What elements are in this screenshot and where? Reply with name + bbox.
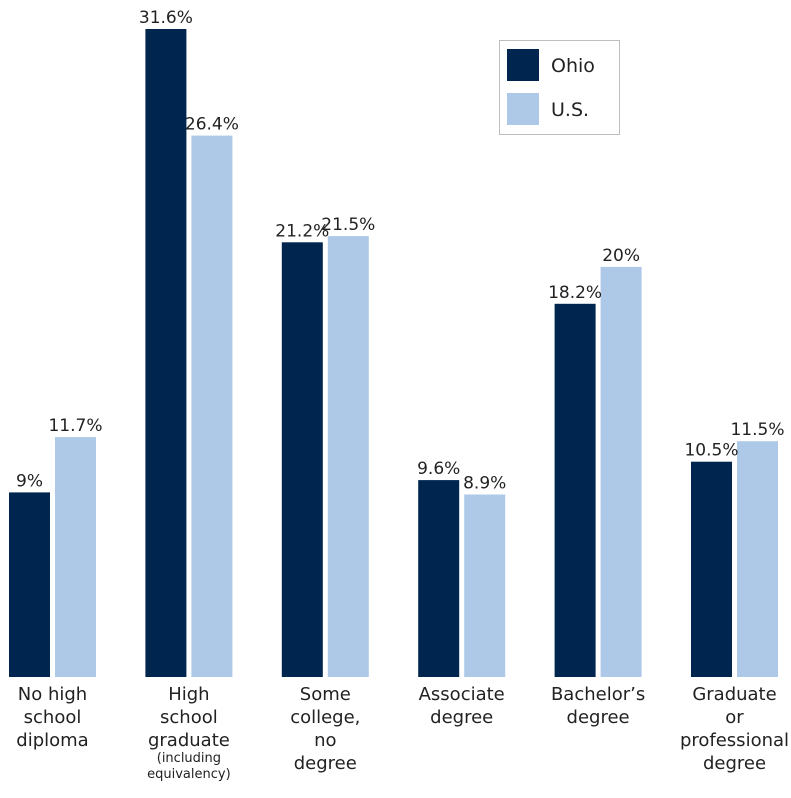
category-label-2-line-1: college, [290, 707, 360, 728]
legend: Ohio U.S. [499, 40, 620, 135]
category-label-5-line-2: professional [680, 730, 789, 751]
bar-ohio-0 [9, 492, 50, 677]
value-label-ohio-5: 10.5% [684, 441, 738, 461]
value-label-us-0: 11.7% [48, 416, 102, 436]
bar-us-3 [464, 494, 506, 677]
category-sublabel-1-line-1: equivalency) [147, 767, 231, 782]
bar-us-2 [327, 236, 369, 677]
bar-us-4 [600, 266, 642, 677]
bar-us-1 [191, 135, 233, 678]
value-label-us-3: 8.9% [463, 474, 506, 494]
value-label-ohio-3: 9.6% [417, 459, 460, 479]
bar-us-0 [55, 437, 96, 677]
bar-ohio-4 [554, 303, 596, 677]
category-sublabel-1-line-0: (including [157, 751, 221, 766]
bar-ohio-1 [145, 29, 187, 677]
value-labels: 9% 11.7% 31.6% 26.4% 21.2%21.5% 9.6%8.9% 18.2%… [16, 8, 785, 494]
category-label-0-line-0: No high [18, 684, 87, 705]
category-label-0-line-2: diploma [16, 730, 88, 751]
category-label-2-line-2: no [314, 730, 336, 751]
category-label-0-line-1: school [24, 707, 82, 728]
value-label-ohio-1: 31.6% [139, 8, 193, 28]
category-label-4-line-1: degree [567, 707, 630, 728]
legend-label-ohio: Ohio [551, 55, 595, 77]
value-label-ohio-4: 18.2% [548, 283, 602, 303]
value-label-us-4: 20% [602, 246, 640, 266]
category-label-5-line-1: or [725, 707, 744, 728]
category-label-3-line-0: Associate [419, 684, 505, 705]
category-label-4-line-0: Bachelor’s [551, 684, 645, 705]
category-label-5-line-3: degree [703, 753, 766, 774]
legend-swatch-ohio [507, 49, 539, 81]
bar-us-5 [737, 441, 778, 677]
category-label-1-line-2: graduate [148, 730, 230, 751]
value-label-us-2: 21.5% [321, 215, 375, 235]
value-label-ohio-2: 21.2% [275, 221, 329, 241]
legend-swatch-us [507, 93, 539, 125]
category-label-2-line-0: Some [300, 684, 351, 705]
value-label-us-1: 26.4% [185, 115, 239, 135]
bar-ohio-2 [281, 242, 323, 678]
bar-ohio-3 [418, 480, 460, 677]
value-label-ohio-0: 9% [16, 471, 43, 491]
category-labels: No highschooldiplomaHighschoolgraduate(i… [16, 684, 789, 782]
value-label-us-5: 11.5% [730, 420, 784, 440]
category-label-1-line-0: High [168, 684, 209, 705]
category-label-1-line-1: school [160, 707, 218, 728]
legend-label-us: U.S. [551, 99, 589, 121]
category-label-2-line-3: degree [294, 753, 357, 774]
category-label-5-line-0: Graduate [692, 684, 776, 705]
category-label-3-line-1: degree [430, 707, 493, 728]
bars [9, 29, 778, 678]
bar-ohio-5 [691, 461, 732, 677]
